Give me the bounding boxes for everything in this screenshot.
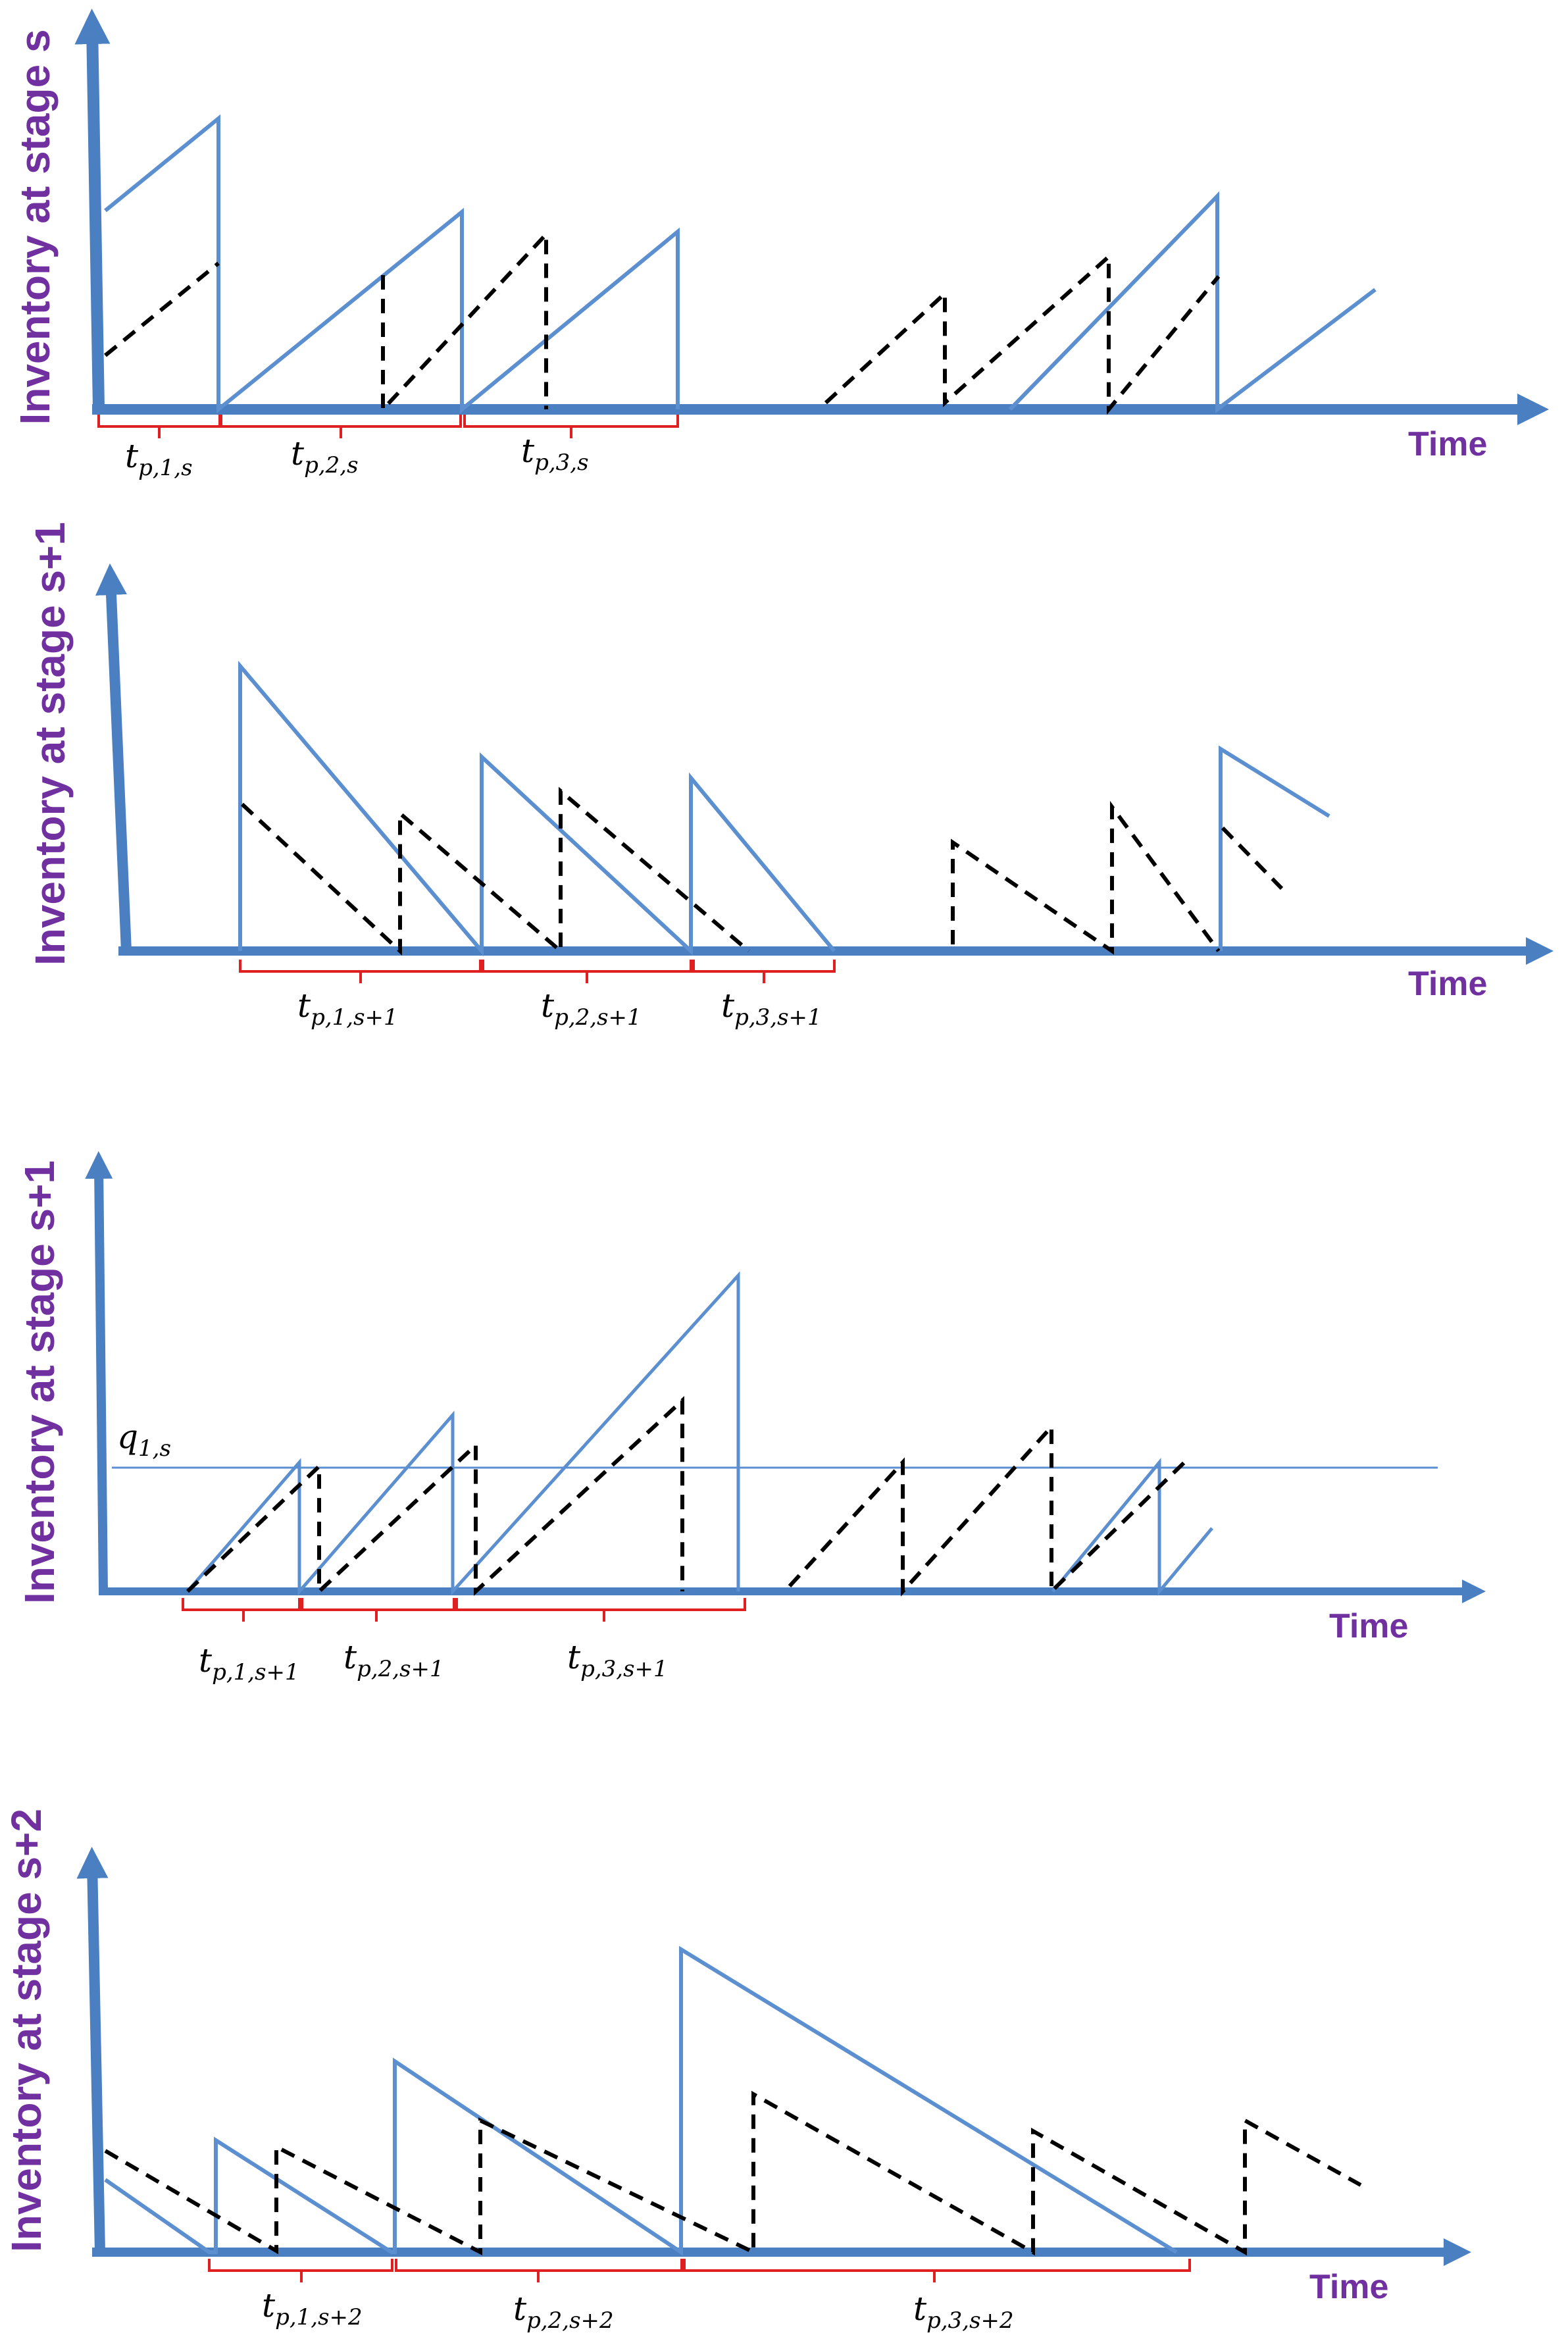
period-label: tp,3,s+1 xyxy=(567,1638,668,1682)
period-label: tp,1,s+1 xyxy=(199,1641,299,1685)
period-brace xyxy=(301,1598,455,1622)
y-axis-label: Inventory at stage s+1 xyxy=(26,522,74,965)
period-brace xyxy=(182,1598,301,1622)
dashed-inventory-line xyxy=(824,252,1221,415)
period-brace xyxy=(463,415,679,438)
x-axis-label: Time xyxy=(1309,2268,1388,2306)
period-brace xyxy=(395,2259,683,2282)
period-label: tp,3,s xyxy=(521,432,589,476)
dashed-inventory-line xyxy=(381,229,548,415)
period-brace xyxy=(220,415,462,438)
solid-inventory-line xyxy=(1051,1458,1213,1596)
solid-inventory-line xyxy=(186,1271,740,1596)
period-label: tp,3,s+1 xyxy=(721,987,822,1031)
y-axis-label: Inventory at stage s+2 xyxy=(3,1809,50,2252)
panel-stage-s-plus-1-detail: Inventory at stage s+1 Time q1,s tp,1,s+… xyxy=(16,1151,1486,1685)
x-axis-label: Time xyxy=(1408,425,1487,463)
panel-stage-s-plus-1: Inventory at stage s+1 Time tp,1,s+1 tp,… xyxy=(26,522,1554,1031)
period-brace xyxy=(692,960,836,983)
solid-inventory-line xyxy=(104,114,680,414)
period-label: tp,1,s+1 xyxy=(297,987,398,1031)
period-label: tp,1,s+2 xyxy=(262,2286,363,2330)
dashed-inventory-line xyxy=(104,2090,1362,2256)
dashed-inventory-line xyxy=(951,800,1221,955)
dashed-inventory-line xyxy=(1221,826,1284,890)
x-axis-label: Time xyxy=(1408,965,1487,1003)
dashed-inventory-line xyxy=(788,1422,1186,1597)
period-brace xyxy=(455,1598,746,1622)
y-axis-label: Inventory at stage s xyxy=(11,29,59,424)
y-axis-label: Inventory at stage s+1 xyxy=(16,1160,63,1604)
period-brace xyxy=(208,2259,393,2282)
solid-inventory-line xyxy=(1219,745,1330,951)
period-label: tp,2,s xyxy=(291,434,359,478)
period-label: tp,2,s+2 xyxy=(513,2290,614,2334)
x-axis-label: Time xyxy=(1329,1607,1408,1645)
reference-level-label: q1,s xyxy=(117,1418,171,1462)
period-label: tp,1,s xyxy=(125,437,193,481)
solid-inventory-line xyxy=(238,660,836,957)
y-axis xyxy=(74,9,111,409)
period-brace xyxy=(482,960,692,983)
period-label: tp,3,s+2 xyxy=(913,2290,1014,2334)
y-axis xyxy=(76,1847,109,2253)
dashed-inventory-line xyxy=(186,1396,684,1596)
period-brace xyxy=(239,960,482,983)
solid-inventory-line xyxy=(1008,191,1377,414)
solid-inventory-line xyxy=(104,1945,1178,2256)
period-brace xyxy=(97,415,221,438)
y-axis xyxy=(85,1151,113,1592)
dashed-inventory-line xyxy=(104,261,220,357)
y-axis xyxy=(95,563,132,952)
dashed-inventory-line xyxy=(240,786,750,956)
period-label: tp,2,s+1 xyxy=(541,987,642,1031)
period-brace xyxy=(683,2259,1191,2282)
period-label: tp,2,s+1 xyxy=(343,1638,444,1682)
panel-stage-s-plus-2: Inventory at stage s+2 Time tp,1,s+2 tp,… xyxy=(3,1809,1471,2334)
panel-stage-s: Inventory at stage s Time tp,1,s tp,2,s … xyxy=(11,9,1549,481)
